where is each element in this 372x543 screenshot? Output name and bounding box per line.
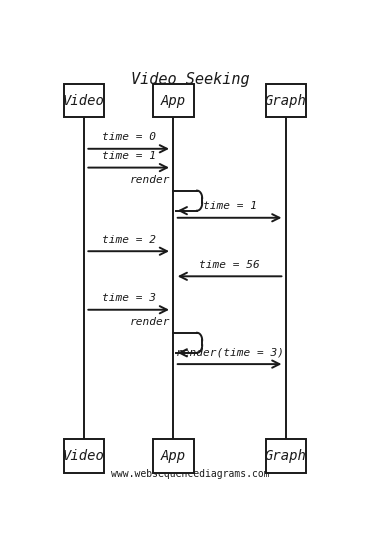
Text: time = 0: time = 0 bbox=[102, 132, 155, 142]
FancyBboxPatch shape bbox=[153, 84, 193, 117]
Text: Video Seeking: Video Seeking bbox=[131, 72, 250, 87]
FancyBboxPatch shape bbox=[266, 439, 306, 473]
Text: time = 1: time = 1 bbox=[102, 151, 155, 161]
Text: App: App bbox=[161, 94, 186, 108]
FancyBboxPatch shape bbox=[64, 84, 104, 117]
Text: time = 3: time = 3 bbox=[102, 293, 155, 303]
Text: time = 2: time = 2 bbox=[102, 235, 155, 244]
Text: render: render bbox=[130, 175, 170, 185]
FancyBboxPatch shape bbox=[64, 439, 104, 473]
Text: Graph: Graph bbox=[265, 94, 307, 108]
Text: www.websequencediagrams.com: www.websequencediagrams.com bbox=[111, 469, 270, 479]
Text: render(time = 3): render(time = 3) bbox=[176, 348, 283, 357]
Text: App: App bbox=[161, 449, 186, 463]
Text: time = 56: time = 56 bbox=[199, 260, 260, 270]
FancyBboxPatch shape bbox=[266, 84, 306, 117]
Text: render: render bbox=[130, 317, 170, 327]
Text: Video: Video bbox=[63, 94, 105, 108]
Text: Video: Video bbox=[63, 449, 105, 463]
Text: time = 1: time = 1 bbox=[203, 201, 257, 211]
Text: Graph: Graph bbox=[265, 449, 307, 463]
FancyBboxPatch shape bbox=[153, 439, 193, 473]
